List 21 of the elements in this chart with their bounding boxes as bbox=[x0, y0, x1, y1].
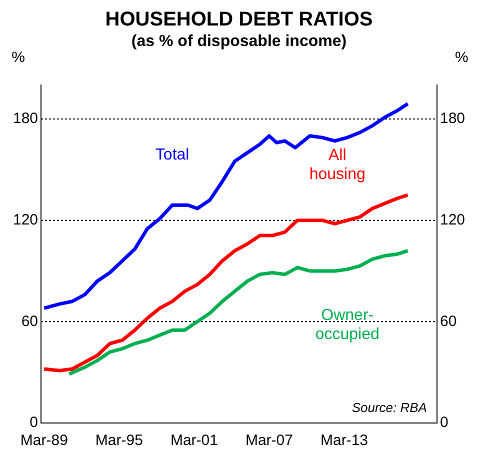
y2-axis-title: % bbox=[454, 48, 468, 66]
y-tick-label: 120 bbox=[12, 211, 38, 228]
x-tick-label: Mar-07 bbox=[245, 432, 293, 450]
x-tick-label: Mar-95 bbox=[95, 432, 143, 450]
text: Owner-occupied bbox=[315, 307, 380, 344]
y-tick-label: 180 bbox=[12, 110, 38, 128]
y2-tick-label: 120 bbox=[440, 211, 466, 228]
series-label: All housing bbox=[309, 147, 366, 184]
y-tick-label: 0 bbox=[30, 414, 38, 432]
annotation: Source: RBA bbox=[352, 400, 427, 416]
y2-tick-label: 60 bbox=[440, 312, 457, 330]
x-tick-label: Mar-01 bbox=[170, 432, 218, 450]
text: Total bbox=[155, 146, 190, 164]
y-axis-title: % bbox=[12, 48, 26, 66]
x-tick-label: Mar-89 bbox=[20, 432, 68, 450]
x-tick-label: Mar-13 bbox=[320, 432, 368, 450]
y2-tick-label: 0 bbox=[440, 414, 448, 432]
chart-subtitle: (as % of disposable income) bbox=[131, 33, 347, 50]
y2-tick-label: 180 bbox=[440, 110, 466, 128]
y-tick-label: 60 bbox=[21, 312, 38, 330]
chart-title: HOUSEHOLD DEBT RATIOS bbox=[105, 8, 373, 31]
